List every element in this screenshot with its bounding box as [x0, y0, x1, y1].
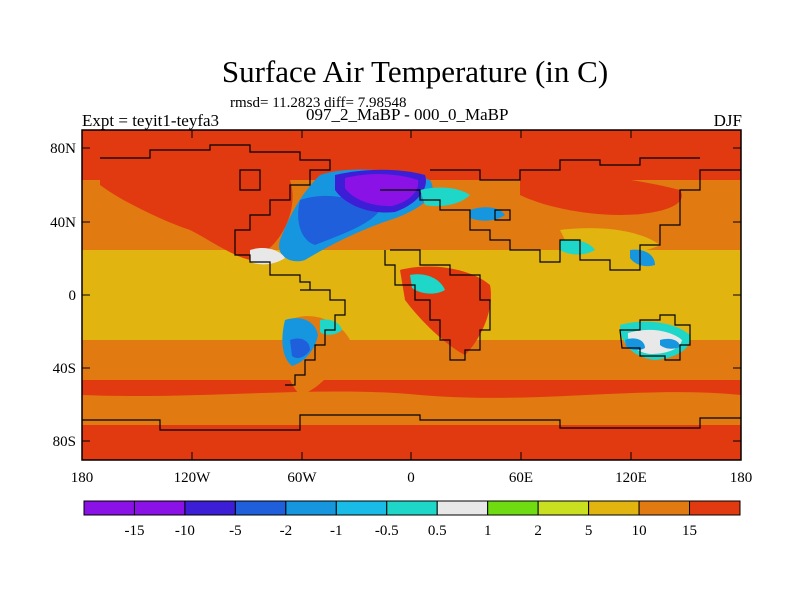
colorbar-label: 15: [682, 523, 697, 539]
lat-label-80s: 80S: [53, 434, 76, 450]
colorbar-label: -1: [330, 523, 343, 539]
colorbar-box: [588, 500, 640, 516]
colorbar-box: [285, 500, 337, 516]
colorbar-box: [386, 500, 438, 516]
colorbar-box: [234, 500, 287, 516]
map-title: Surface Air Temperature (in C): [221, 54, 609, 89]
lat-label-80n: 80N: [50, 141, 76, 157]
longitude-axis: 180 120W 60W 0 60E 120E 180: [71, 130, 753, 486]
experiment-label: Expt = teyit1-teyfa3: [82, 111, 220, 130]
lat-label-40n: 40N: [50, 215, 76, 231]
colorbar-box: [83, 500, 135, 516]
colorbar-label: 10: [632, 523, 647, 539]
season-label: DJF: [713, 111, 742, 130]
temperature-field: [82, 130, 741, 460]
colorbar-box: [184, 500, 236, 516]
colorbar-label: 2: [534, 523, 542, 539]
colorbar-label: -2: [280, 523, 293, 539]
colorbar-box: [487, 500, 539, 516]
colorbar-box: [638, 500, 691, 516]
colorbar-box: [537, 500, 590, 516]
colorbar-label: -10: [175, 523, 195, 539]
colorbar-label: -0.5: [375, 523, 399, 539]
lon-label-120w: 120W: [174, 470, 212, 486]
experiment-subtitle: 097_2_MaBP - 000_0_MaBP: [306, 105, 509, 124]
colorbar: -15 -10 -5 -2 -1 -0.5 0.5 1 2 5 10 15: [83, 500, 741, 539]
colorbar-label: -5: [229, 523, 242, 539]
lat-label-40s: 40S: [53, 361, 76, 377]
colorbar-box: [689, 500, 741, 516]
lon-label-180e: 180: [730, 470, 753, 486]
colorbar-label: 0.5: [428, 523, 447, 539]
colorbar-box: [133, 500, 186, 516]
lon-label-60e: 60E: [509, 470, 533, 486]
lon-label-0: 0: [407, 470, 415, 486]
lon-label-60w: 60W: [287, 470, 317, 486]
colorbar-box: [436, 500, 489, 516]
lon-label-180w: 180: [71, 470, 94, 486]
colorbar-box: [335, 500, 388, 516]
colorbar-label: 5: [585, 523, 593, 539]
lon-label-120e: 120E: [615, 470, 647, 486]
stats-label: rmsd= 11.2823 diff= 7.98548: [230, 95, 407, 111]
lat-label-0: 0: [69, 288, 77, 304]
latitude-axis: 80N 40N 0 40S 80S: [50, 141, 741, 450]
colorbar-label: -15: [124, 523, 144, 539]
colorbar-label: 1: [484, 523, 492, 539]
